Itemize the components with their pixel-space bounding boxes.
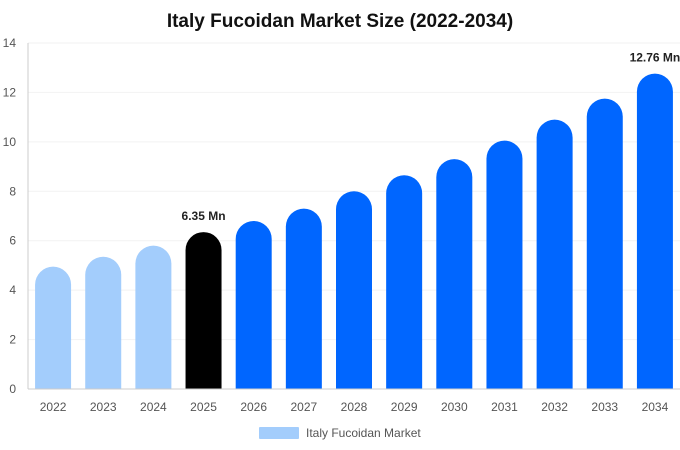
bar-2033[interactable] bbox=[586, 98, 623, 389]
bars bbox=[35, 73, 673, 389]
x-tick-label: 2030 bbox=[441, 400, 468, 414]
y-tick-label: 8 bbox=[9, 184, 16, 198]
bar-2029[interactable] bbox=[386, 175, 423, 389]
data-labels: 6.35 Mn 12.76 Mn bbox=[182, 51, 680, 223]
legend-swatch bbox=[259, 427, 299, 439]
legend[interactable]: Italy Fucoidan Market bbox=[259, 426, 421, 440]
x-tick-label: 2027 bbox=[290, 400, 317, 414]
y-tick-label: 12 bbox=[3, 85, 17, 99]
bar-2023[interactable] bbox=[85, 256, 122, 389]
y-tick-label: 0 bbox=[9, 382, 16, 396]
bar-2027[interactable] bbox=[285, 208, 322, 389]
bar-2022[interactable] bbox=[35, 266, 72, 389]
x-tick-label: 2026 bbox=[240, 400, 267, 414]
bar-2031[interactable] bbox=[486, 140, 523, 389]
x-axis: 2022 2023 2024 2025 2026 2027 2028 2029 2030 2031… bbox=[28, 388, 680, 414]
x-tick-label: 2023 bbox=[90, 400, 117, 414]
x-tick-label: 2031 bbox=[491, 400, 518, 414]
legend-label: Italy Fucoidan Market bbox=[306, 426, 421, 440]
x-tick-label: 2029 bbox=[391, 400, 418, 414]
x-tick-label: 2022 bbox=[40, 400, 67, 414]
bar-2030[interactable] bbox=[436, 159, 473, 389]
data-label: 6.35 Mn bbox=[182, 209, 226, 223]
x-tick-label: 2032 bbox=[541, 400, 568, 414]
x-tick-label: 2028 bbox=[341, 400, 368, 414]
x-tick-label: 2025 bbox=[190, 400, 217, 414]
bar-2034[interactable] bbox=[636, 73, 673, 389]
x-tick-label: 2024 bbox=[140, 400, 167, 414]
x-tick-label: 2034 bbox=[642, 400, 669, 414]
bar-2026[interactable] bbox=[235, 220, 272, 389]
y-tick-label: 14 bbox=[3, 36, 17, 50]
bar-2028[interactable] bbox=[336, 191, 372, 389]
bar-2025[interactable] bbox=[185, 232, 222, 389]
bar-2032[interactable] bbox=[536, 119, 573, 389]
chart-title: Italy Fucoidan Market Size (2022-2034) bbox=[167, 11, 513, 32]
y-tick-label: 4 bbox=[9, 283, 16, 297]
y-tick-label: 6 bbox=[9, 234, 16, 248]
bar-2024[interactable] bbox=[135, 245, 172, 389]
y-axis: 0 2 4 6 8 10 12 14 bbox=[3, 36, 29, 396]
y-tick-label: 2 bbox=[9, 333, 16, 347]
y-tick-label: 10 bbox=[3, 135, 17, 149]
x-tick-label: 2033 bbox=[591, 400, 618, 414]
data-label: 12.76 Mn bbox=[630, 51, 680, 65]
